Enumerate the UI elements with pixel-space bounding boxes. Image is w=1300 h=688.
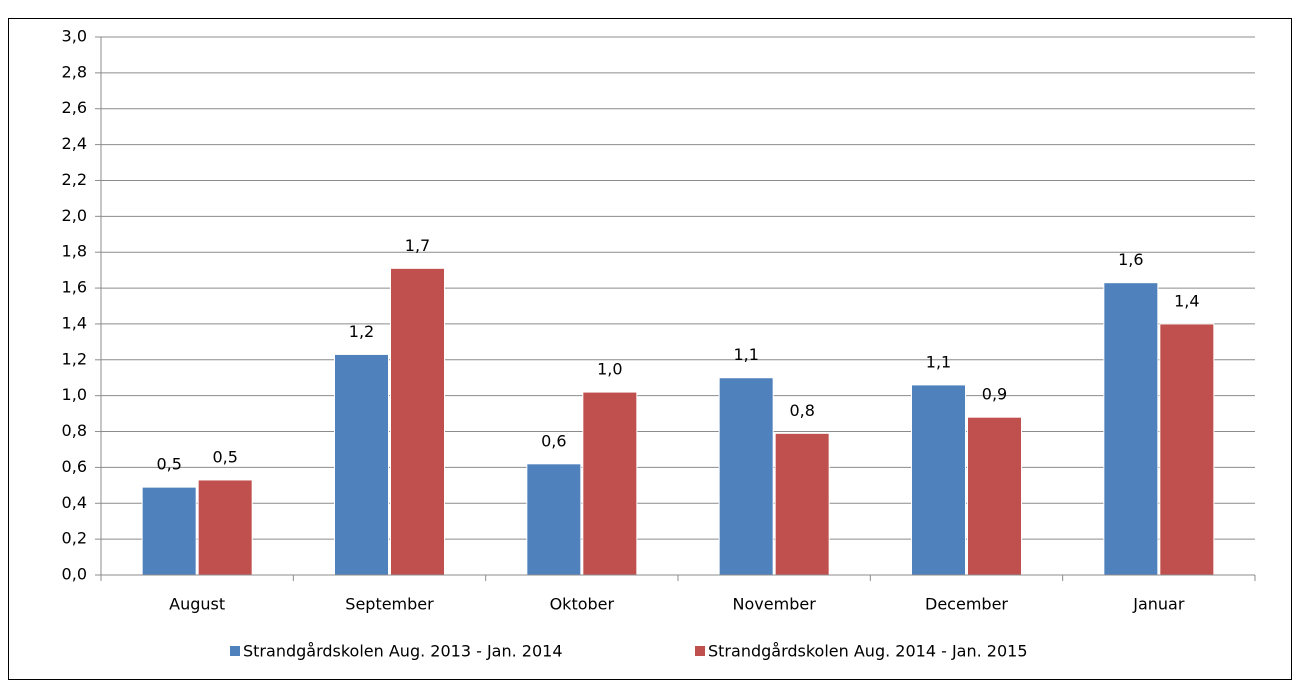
bar	[390, 267, 445, 576]
y-tick-label: 2,0	[62, 206, 87, 225]
legend-swatch	[695, 646, 705, 656]
y-tick-label: 2,4	[62, 134, 87, 153]
y-tick-label: 1,8	[62, 242, 87, 261]
y-tick-label: 1,4	[62, 313, 87, 332]
value-label: 1,1	[926, 352, 951, 371]
y-tick-label: 1,6	[62, 278, 87, 297]
value-label: 1,7	[405, 236, 430, 255]
legend-swatch	[230, 646, 240, 656]
value-label: 1,6	[1118, 250, 1143, 269]
value-label: 1,1	[733, 345, 758, 364]
x-tick-label: August	[169, 595, 225, 614]
x-tick-label: December	[925, 595, 1008, 614]
y-tick-label: 1,0	[62, 385, 87, 404]
bar	[334, 353, 389, 576]
y-tick-label: 0,6	[62, 457, 87, 476]
y-tick-label: 2,8	[62, 62, 87, 81]
y-tick-label: 0,4	[62, 493, 87, 512]
chart-frame	[8, 18, 1292, 680]
y-tick-label: 2,2	[62, 170, 87, 189]
value-label: 0,9	[982, 385, 1007, 404]
value-label: 0,5	[212, 447, 237, 466]
bar	[1103, 282, 1159, 576]
value-label: 0,8	[789, 401, 814, 420]
legend-label: Strandgårdskolen Aug. 2013 - Jan. 2014	[243, 642, 563, 661]
bar	[141, 486, 197, 576]
value-label: 1,2	[349, 322, 374, 341]
bar	[197, 479, 253, 576]
x-tick-label: Oktober	[550, 595, 615, 614]
y-tick-label: 3,0	[62, 27, 87, 46]
value-label: 1,0	[597, 360, 622, 379]
bar	[718, 377, 774, 576]
x-tick-label: Januar	[1132, 595, 1185, 614]
bar	[967, 416, 1022, 576]
y-tick-label: 0,0	[62, 565, 87, 584]
bar	[1159, 323, 1215, 576]
y-tick-label: 0,2	[62, 529, 87, 548]
x-tick-label: September	[345, 595, 434, 614]
x-tick-label: November	[733, 595, 817, 614]
y-tick-label: 2,6	[62, 98, 87, 117]
y-tick-label: 0,8	[62, 421, 87, 440]
y-tick-label: 1,2	[62, 349, 87, 368]
bar	[774, 432, 830, 576]
bar	[582, 391, 638, 576]
bar	[911, 384, 966, 576]
value-label: 1,4	[1174, 291, 1199, 310]
value-label: 0,5	[156, 455, 181, 474]
bar	[526, 463, 582, 576]
legend-label: Strandgårdskolen Aug. 2014 - Jan. 2015	[708, 642, 1028, 661]
value-label: 0,6	[541, 431, 566, 450]
